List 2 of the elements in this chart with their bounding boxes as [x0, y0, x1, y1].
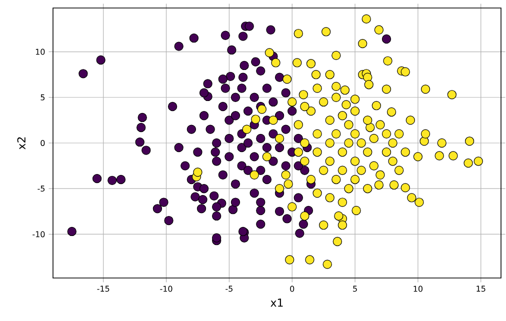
x-axis-title: x1: [270, 298, 283, 307]
y-axis-title: x2: [17, 137, 26, 150]
